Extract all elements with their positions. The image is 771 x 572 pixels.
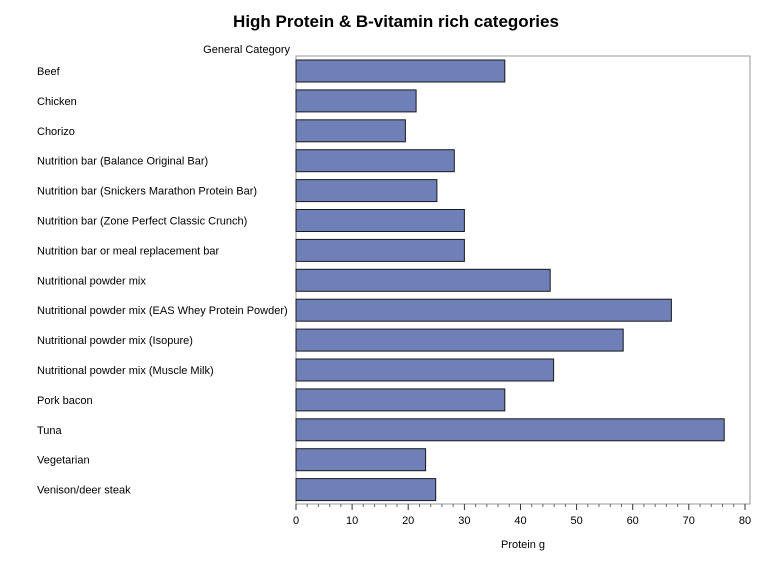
x-tick-label: 10: [346, 515, 358, 527]
category-label: Nutrition bar (Zone Perfect Classic Crun…: [37, 216, 247, 228]
x-tick-label: 60: [627, 515, 639, 527]
bar: [295, 448, 427, 472]
x-tick-label: 70: [683, 515, 695, 527]
bar: [295, 268, 551, 292]
bar: [295, 388, 506, 412]
category-label: Nutritional powder mix: [37, 275, 146, 287]
chart-title: High Protein & B-vitamin rich categories: [233, 12, 559, 31]
category-labels: Beef Chicken Chorizo Nutrition bar (Balance…: [37, 66, 288, 497]
category-label: Beef: [37, 66, 61, 78]
bar: [295, 149, 455, 173]
category-axis-label: General Category: [203, 44, 290, 56]
x-tick-label: 20: [402, 515, 414, 527]
x-axis-title: Protein g: [501, 539, 545, 551]
x-tick-label: 0: [293, 515, 299, 527]
category-label: Nutrition bar (Balance Original Bar): [37, 156, 208, 168]
bar: [295, 418, 725, 442]
category-label: Pork bacon: [37, 395, 93, 407]
category-label: Nutritional powder mix (Isopure): [37, 335, 193, 347]
category-label: Nutrition bar or meal replacement bar: [37, 245, 220, 257]
category-label: Venison/deer steak: [37, 485, 131, 497]
bar: [295, 89, 417, 113]
x-tick-label: 50: [570, 515, 582, 527]
bar: [295, 328, 624, 352]
x-tick-label: 40: [514, 515, 526, 527]
bar: [295, 59, 506, 83]
bar: [295, 209, 465, 232]
x-axis: 0 10 20 30 40 50 60 70 80: [293, 504, 751, 527]
bar: [295, 119, 406, 143]
x-tick-label: 30: [458, 515, 470, 527]
bar: [295, 238, 465, 262]
category-label: Tuna: [37, 425, 63, 437]
category-label: Vegetarian: [37, 455, 90, 467]
bars-layer: [295, 59, 725, 502]
bar: [295, 298, 672, 322]
bar: [295, 179, 438, 203]
bar: [295, 358, 555, 382]
category-label: Nutritional powder mix (EAS Whey Protein…: [37, 305, 288, 317]
x-tick-label: 80: [739, 515, 751, 527]
bar: [295, 478, 437, 502]
category-label: Chicken: [37, 96, 77, 108]
category-label: Nutrition bar (Snickers Marathon Protein…: [37, 186, 257, 198]
category-label: Nutritional powder mix (Muscle Milk): [37, 365, 214, 377]
category-label: Chorizo: [37, 126, 75, 138]
